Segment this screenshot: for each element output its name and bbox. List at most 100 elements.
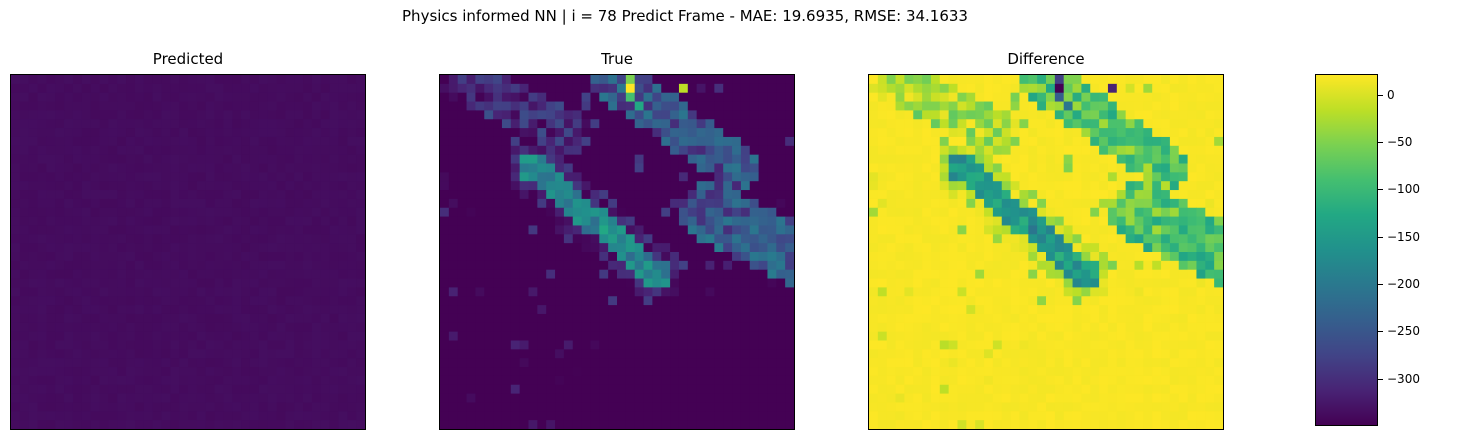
heatmap-cell: [590, 75, 600, 85]
heatmap-cell: [546, 101, 556, 111]
heatmap-cell: [99, 119, 109, 129]
heatmap-cell: [179, 358, 189, 368]
heatmap-cell: [740, 110, 751, 120]
heatmap-cell: [643, 92, 653, 102]
heatmap-cell: [64, 83, 74, 94]
heatmap-cell: [643, 207, 653, 218]
heatmap-cell: [493, 154, 503, 164]
heatmap-cell: [1169, 172, 1180, 182]
heatmap-cell: [687, 411, 698, 421]
heatmap-cell: [1161, 234, 1171, 244]
heatmap-cell: [1081, 163, 1091, 173]
heatmap-cell: [1010, 411, 1020, 421]
heatmap-cell: [930, 92, 941, 102]
heatmap-cell: [643, 252, 653, 262]
heatmap-cell: [913, 358, 923, 368]
heatmap-cell: [966, 402, 976, 412]
heatmap-cell: [241, 243, 251, 253]
heatmap-cell: [528, 260, 538, 271]
heatmap-cell: [1090, 243, 1100, 253]
heatmap-cell: [546, 313, 556, 324]
heatmap-cell: [37, 331, 47, 341]
heatmap-cell: [64, 296, 74, 306]
heatmap-cell: [1205, 234, 1215, 244]
heatmap-cell: [625, 367, 636, 377]
heatmap-cell: [205, 110, 215, 120]
heatmap-cell: [258, 331, 269, 341]
heatmap-cell: [267, 340, 277, 350]
heatmap-cell: [948, 207, 958, 218]
heatmap-cell: [126, 287, 136, 297]
heatmap-cell: [329, 225, 339, 235]
heatmap-cell: [1072, 367, 1082, 377]
heatmap-cell: [1187, 313, 1197, 324]
heatmap-cell: [249, 296, 260, 306]
heatmap-cell: [625, 331, 636, 341]
heatmap-cell: [537, 322, 547, 333]
heatmap-cell: [126, 278, 136, 288]
heatmap-cell: [572, 181, 583, 191]
heatmap-cell: [555, 367, 565, 377]
heatmap-cell: [1001, 234, 1012, 244]
heatmap-cell: [1019, 75, 1029, 85]
heatmap-cell: [134, 358, 145, 368]
heatmap-cell: [1116, 101, 1127, 111]
heatmap-cell: [205, 198, 215, 209]
heatmap-cell: [493, 92, 503, 102]
heatmap-cell: [241, 296, 251, 306]
heatmap-cell: [55, 110, 65, 120]
heatmap-cell: [939, 216, 950, 226]
heatmap-cell: [599, 101, 609, 111]
heatmap-cell: [785, 411, 794, 421]
heatmap-cell: [117, 269, 127, 279]
heatmap-cell: [869, 145, 879, 156]
heatmap-cell: [81, 172, 92, 182]
heatmap-cell: [510, 136, 521, 147]
heatmap-cell: [1099, 411, 1109, 421]
heatmap-cell: [1178, 225, 1189, 235]
heatmap-cell: [311, 340, 322, 350]
heatmap-cell: [320, 128, 331, 138]
heatmap-cell: [930, 331, 941, 341]
heatmap-cell: [28, 358, 38, 368]
heatmap-cell: [72, 243, 83, 253]
heatmap-cell: [241, 128, 251, 138]
heatmap-cell: [652, 243, 662, 253]
heatmap-cell: [276, 119, 286, 129]
heatmap-cell: [1081, 260, 1091, 271]
heatmap-cell: [179, 278, 189, 288]
heatmap-cell: [1072, 145, 1082, 156]
heatmap-cell: [555, 278, 565, 288]
heatmap-cell: [625, 402, 636, 412]
heatmap-cell: [599, 234, 609, 244]
heatmap-cell: [46, 190, 56, 200]
heatmap-cell: [356, 305, 365, 315]
heatmap-cell: [232, 190, 242, 200]
heatmap-cell: [1046, 198, 1056, 209]
heatmap-cell: [179, 260, 189, 271]
heatmap-cell: [440, 119, 450, 129]
heatmap-cell: [152, 92, 162, 102]
heatmap-cell: [957, 313, 967, 324]
heatmap-cell: [767, 163, 777, 173]
heatmap-cell: [108, 278, 118, 288]
heatmap-cell: [81, 340, 92, 350]
heatmap-cell: [37, 402, 47, 412]
heatmap-cell: [249, 402, 260, 412]
heatmap-cell: [992, 331, 1003, 341]
heatmap-cell: [537, 216, 547, 226]
heatmap-cell: [1107, 181, 1118, 191]
heatmap-cell: [1090, 260, 1100, 271]
heatmap-cell: [634, 198, 644, 209]
heatmap-cell: [678, 119, 689, 129]
heatmap-cell: [678, 216, 689, 226]
heatmap-cell: [1063, 349, 1073, 359]
heatmap-cell: [1152, 92, 1162, 102]
heatmap-cell: [320, 269, 331, 279]
heatmap-cell: [179, 252, 189, 262]
heatmap-cell: [196, 216, 207, 226]
heatmap-cell: [294, 331, 304, 341]
heatmap-cell: [108, 384, 118, 395]
heatmap-cell: [356, 340, 365, 350]
heatmap-cell: [196, 181, 207, 191]
